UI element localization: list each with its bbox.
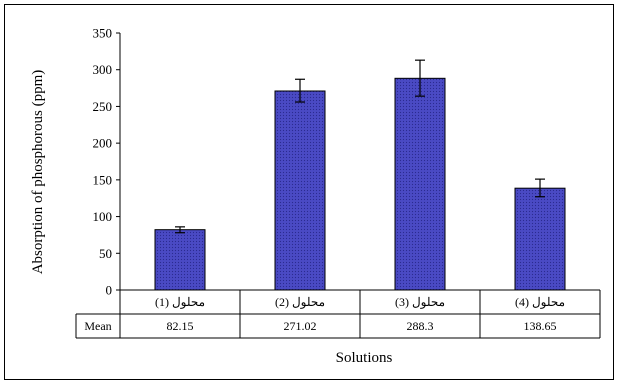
- y-axis-label: Absorption of phosphorous (ppm): [30, 70, 46, 275]
- bar: [154, 229, 206, 291]
- bar: [394, 77, 446, 291]
- table-cell-mean: 82.15: [167, 319, 194, 333]
- x-axis-label: Solutions: [336, 350, 393, 366]
- table-cell-mean: 138.65: [524, 319, 557, 333]
- bars: [154, 77, 566, 291]
- category-label: محلول (1): [155, 295, 205, 309]
- y-tick-label: 50: [99, 246, 112, 261]
- y-tick-label: 250: [93, 99, 113, 114]
- table-row-label: Mean: [84, 319, 111, 333]
- category-label: محلول (3): [395, 295, 445, 309]
- axes: 0 50 100 150 200 250 300 350: [93, 26, 121, 298]
- bar: [514, 187, 566, 291]
- bar: [274, 90, 326, 291]
- error-bars: [175, 59, 545, 234]
- category-label: محلول (4): [515, 295, 565, 309]
- y-tick-label: 0: [106, 283, 113, 298]
- y-tick-label: 100: [93, 209, 113, 224]
- y-tick-label: 200: [93, 136, 113, 151]
- y-tick-label: 300: [93, 62, 113, 77]
- y-tick-label: 350: [93, 26, 113, 41]
- category-label: محلول (2): [275, 295, 325, 309]
- y-tick-label: 150: [93, 172, 113, 187]
- table-cell-mean: 271.02: [284, 319, 317, 333]
- data-table: محلول (1) محلول (2) محلول (3) محلول (4) Mean…: [75, 289, 601, 339]
- table-cell-mean: 288.3: [407, 319, 434, 333]
